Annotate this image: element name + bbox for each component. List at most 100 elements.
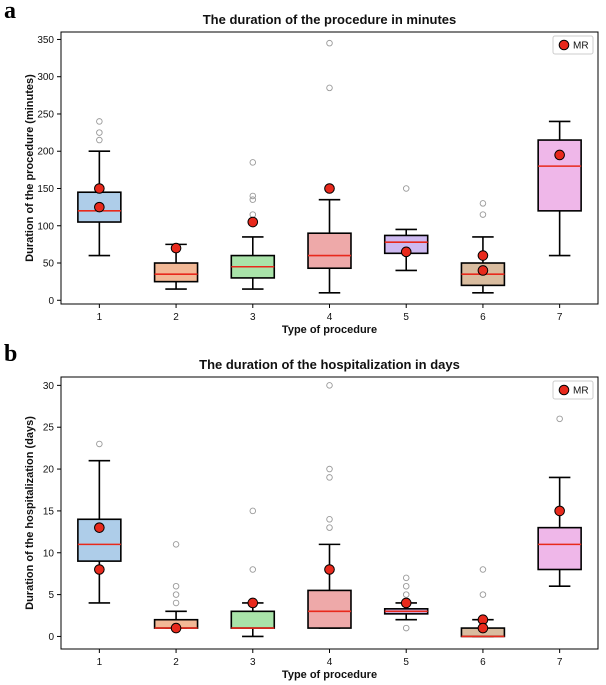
mr-point [170,622,182,634]
box [307,589,352,629]
y-tick-label: 25 [43,423,55,434]
outlier-point [479,200,487,207]
y-tick-label: 5 [48,590,54,601]
mr-point [324,564,335,575]
plot-frame [60,376,599,650]
box [153,262,199,283]
outlier-point [172,591,180,598]
outlier-point [326,39,333,47]
outlier-point [402,624,410,632]
box-group-2 [153,242,199,290]
x-tick-label: 6 [480,312,486,323]
outlier-point [96,118,103,125]
y-tick-label: 20 [43,465,55,476]
outlier-point [172,582,180,590]
box-group-4 [307,382,352,629]
y-tick-label: 30 [43,381,55,392]
chart-title: The duration of the hospitalization in d… [199,357,460,372]
box [230,610,276,629]
y-tick-label: 300 [37,72,54,83]
x-tick-label: 2 [173,312,179,323]
chart-hospitalization-duration: The duration of the hospitalization in d… [24,357,599,681]
box-group-1 [77,440,122,604]
outlier-point [402,574,410,582]
mr-point [477,265,489,276]
legend: MR [552,380,594,400]
plot-frame [60,31,599,305]
y-axis-label: Duration of the procedure (minutes) [24,74,36,262]
y-tick-label: 250 [37,109,54,120]
x-tick-label: 4 [327,312,333,323]
outlier-point [172,541,180,548]
outlier-point [479,566,487,573]
outlier-point [249,566,257,573]
outlier-point [326,84,333,92]
box-group-5 [383,574,429,632]
y-tick-label: 15 [43,506,55,517]
mr-point [94,522,105,533]
y-tick-label: 150 [37,184,54,195]
mr-point [94,183,105,194]
x-tick-label: 7 [557,312,563,323]
box-group-4 [307,39,352,294]
legend-marker [558,384,570,396]
box-group-6 [460,200,506,294]
x-tick-label: 3 [250,657,256,668]
legend-label: MR [573,386,589,397]
mr-point [477,622,489,634]
outlier-point [326,474,333,481]
box-group-3 [230,159,276,290]
mr-point [247,216,259,228]
outlier-point [249,507,257,515]
box-group-3 [230,507,276,638]
x-axis-label: Type of procedure [282,669,377,681]
legend-label: MR [573,41,589,52]
mr-point [477,250,489,261]
outlier-point [402,582,410,590]
box-group-5 [383,185,429,272]
mr-point [94,564,105,575]
outlier-point [326,516,333,523]
x-tick-label: 3 [250,312,256,323]
box-group-7 [537,120,582,257]
outlier-point [556,415,563,423]
outlier-point [96,136,103,144]
outlier-point [402,185,410,192]
y-tick-label: 200 [37,147,54,158]
y-tick-label: 0 [48,632,54,643]
x-tick-label: 1 [97,657,103,668]
panel-letter-a: a [4,0,16,24]
legend: MR [552,35,594,55]
y-tick-label: 350 [37,35,54,46]
outlier-point [249,192,257,200]
x-tick-label: 6 [480,657,486,668]
outlier-point [326,465,333,473]
panel-letter-b: b [4,341,18,367]
mr-point [554,505,565,517]
chart-title: The duration of the procedure in minutes [203,12,457,27]
outlier-point [249,211,257,218]
outlier-point [479,211,487,218]
mr-point [400,597,412,609]
chart-procedure-duration: The duration of the procedure in minutes… [24,12,599,336]
outlier-point [172,599,180,607]
x-tick-label: 2 [173,657,179,668]
x-tick-label: 1 [97,312,103,323]
mr-point [247,597,259,609]
mr-point [400,246,412,258]
outlier-point [249,159,257,166]
outlier-point [96,440,103,448]
y-tick-label: 10 [43,548,55,559]
x-tick-label: 7 [557,657,563,668]
box [307,232,352,270]
box-group-7 [537,415,582,588]
box-group-2 [153,541,199,634]
outlier-point [479,591,487,598]
x-tick-label: 4 [327,657,333,668]
box-group-6 [460,566,506,638]
y-tick-label: 0 [48,296,54,307]
x-tick-label: 5 [403,657,409,668]
y-tick-label: 100 [37,221,54,232]
box-group-1 [77,118,122,257]
